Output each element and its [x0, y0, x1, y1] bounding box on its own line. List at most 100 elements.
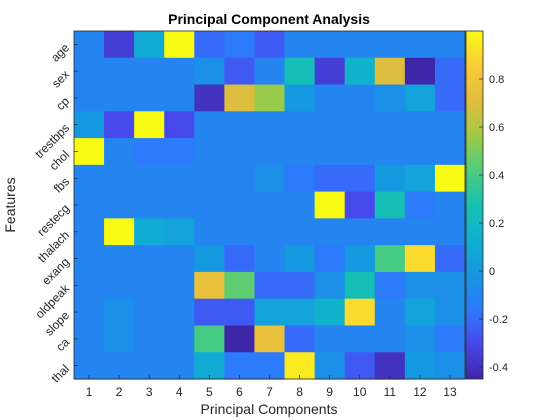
heatmap-cell — [224, 165, 255, 192]
heatmap-cell — [405, 299, 436, 326]
heatmap-cell — [74, 245, 105, 272]
x-tick-label: 6 — [236, 385, 243, 399]
heatmap-cell — [375, 111, 406, 138]
heatmap-cell — [285, 192, 316, 219]
heatmap-cell — [104, 192, 135, 219]
heatmap-cell — [375, 325, 406, 352]
x-tick-label: 10 — [353, 385, 367, 399]
heatmap-cell — [104, 31, 135, 58]
heatmap-cell — [104, 245, 135, 272]
heatmap-cell — [224, 85, 255, 112]
heatmap-cell — [375, 299, 406, 326]
heatmap-cell — [315, 299, 346, 326]
chart-title: Principal Component Analysis — [168, 11, 370, 27]
heatmap-cell — [74, 165, 105, 192]
heatmap-cell — [194, 58, 225, 85]
heatmap-cell — [224, 111, 255, 138]
heatmap-cell — [315, 245, 346, 272]
x-tick-label: 5 — [206, 385, 213, 399]
heatmap-cell — [315, 272, 346, 299]
y-tick-label: sex — [49, 67, 72, 90]
heatmap-cell — [285, 218, 316, 245]
heatmap-cell — [254, 272, 285, 299]
heatmap-cell — [164, 58, 195, 85]
heatmap-cell — [405, 58, 436, 85]
colorbar: 0.8 0.6 0.4 0.2 0 -0.2 -0.4 — [466, 31, 508, 379]
heatmap-cell — [224, 325, 255, 352]
heatmap-cell — [315, 111, 346, 138]
heatmap-cell — [104, 138, 135, 165]
heatmap-cell — [435, 245, 466, 272]
heatmap-cell — [405, 272, 436, 299]
heatmap-cell — [315, 165, 346, 192]
heatmap-cell — [254, 165, 285, 192]
colorbar-tick-label: -0.2 — [489, 314, 508, 326]
heatmap-cell — [194, 31, 225, 58]
heatmap-cell — [164, 272, 195, 299]
heatmap-cell — [345, 218, 376, 245]
heatmap-cell — [435, 85, 466, 112]
heatmap-cell — [405, 31, 436, 58]
heatmap-cell — [405, 218, 436, 245]
heatmap-cell — [345, 58, 376, 85]
colorbar-tick-label: 0.8 — [489, 74, 504, 86]
heatmap-cell — [164, 111, 195, 138]
heatmap-cell — [224, 299, 255, 326]
heatmap-cell — [104, 299, 135, 326]
x-tick-label: 8 — [296, 385, 303, 399]
heatmap-cell — [134, 218, 165, 245]
heatmap-cell — [254, 192, 285, 219]
heatmap-cell — [104, 58, 135, 85]
colorbar-tick-label: 0.4 — [489, 170, 504, 182]
heatmap-cell — [164, 245, 195, 272]
heatmap-cell — [224, 272, 255, 299]
heatmap-cell — [254, 245, 285, 272]
heatmap-cell — [285, 299, 316, 326]
heatmap-cell — [74, 192, 105, 219]
heatmap-cell — [134, 111, 165, 138]
heatmap-cell — [345, 111, 376, 138]
heatmap-cell — [405, 165, 436, 192]
heatmap-cell — [254, 58, 285, 85]
heatmap-cell — [375, 58, 406, 85]
heatmap-cell — [375, 165, 406, 192]
heatmap-cell — [134, 299, 165, 326]
heatmap-cell — [134, 272, 165, 299]
heatmap-cell — [405, 111, 436, 138]
x-tick-label: 1 — [86, 385, 93, 399]
heatmap-cell — [74, 58, 105, 85]
heatmap-cell — [285, 138, 316, 165]
heatmap-cell — [405, 192, 436, 219]
heatmap-cell — [74, 85, 105, 112]
heatmap-cell — [74, 272, 105, 299]
heatmap-cell — [194, 138, 225, 165]
colorbar-tick-label: 0.2 — [489, 218, 504, 230]
colorbar-tick-label: 0.6 — [489, 122, 504, 134]
heatmap-cell — [74, 325, 105, 352]
heatmap-cell — [285, 272, 316, 299]
heatmap-cell — [194, 245, 225, 272]
heatmap-cell — [194, 218, 225, 245]
heatmap-cell — [164, 31, 195, 58]
heatmap-cell — [164, 192, 195, 219]
y-tick-label: fbs — [51, 174, 72, 195]
heatmap-cell — [134, 325, 165, 352]
heatmap-cell — [345, 138, 376, 165]
heatmap-cell — [435, 165, 466, 192]
heatmap-cell — [375, 138, 406, 165]
heatmap-cell — [435, 111, 466, 138]
heatmap-cell — [435, 138, 466, 165]
x-tick-label: 11 — [384, 385, 397, 399]
heatmap-cell — [285, 31, 316, 58]
heatmap-cell — [104, 218, 135, 245]
heatmap-cell — [164, 325, 195, 352]
heatmap-cell — [134, 138, 165, 165]
heatmap-cell — [164, 299, 195, 326]
heatmap-cell — [435, 192, 466, 219]
heatmap-cell — [435, 31, 466, 58]
heatmap-cell — [345, 85, 376, 112]
heatmap-cell — [375, 272, 406, 299]
heatmap-cell — [315, 325, 346, 352]
heatmap-cell — [345, 272, 376, 299]
